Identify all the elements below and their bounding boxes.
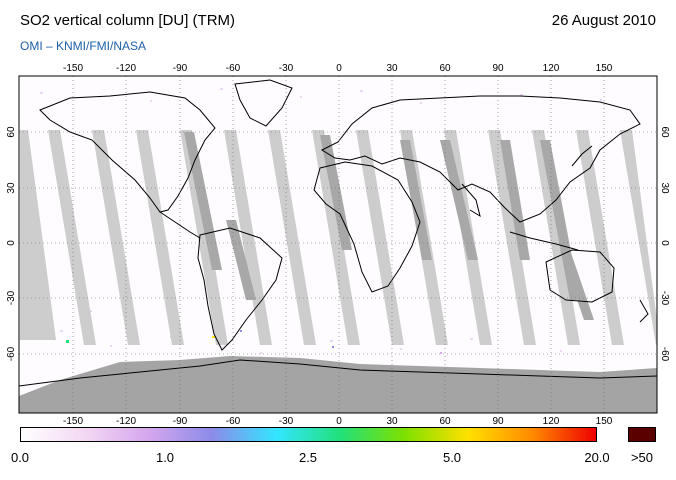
lon-tick-bottom: -60 bbox=[225, 416, 241, 427]
colorbar-label: 2.5 bbox=[298, 450, 318, 465]
lon-tick-top: 0 bbox=[336, 63, 342, 74]
map-date: 26 August 2010 bbox=[551, 12, 656, 29]
lon-tick-bottom: -90 bbox=[172, 416, 188, 427]
lon-tick-bottom: -30 bbox=[278, 416, 294, 427]
coast-north-america bbox=[39, 91, 216, 213]
coast-new-zealand bbox=[639, 299, 649, 323]
coast-africa bbox=[313, 161, 421, 293]
coast-japan bbox=[571, 145, 593, 167]
lon-tick-top: -60 bbox=[225, 63, 241, 74]
coast-australia bbox=[545, 249, 615, 303]
lon-tick-bottom: 30 bbox=[386, 416, 398, 427]
lon-tick-bottom: 90 bbox=[492, 416, 504, 427]
coast-indonesia bbox=[509, 231, 579, 251]
colorbar-label: 1.0 bbox=[155, 450, 175, 465]
map-frame bbox=[18, 75, 658, 414]
lon-tick-bottom: -150 bbox=[62, 416, 84, 427]
swath-gaps bbox=[20, 130, 657, 345]
coast-antarctica bbox=[19, 359, 657, 387]
lon-tick-top: -30 bbox=[278, 63, 294, 74]
colorbar-label: 0.0 bbox=[10, 450, 30, 465]
so2-map bbox=[18, 75, 658, 414]
colorbar-label: 20.0 bbox=[584, 450, 610, 465]
lon-tick-top: 90 bbox=[492, 63, 504, 74]
coast-greenland bbox=[234, 79, 293, 127]
polar-night-region bbox=[19, 356, 657, 413]
lon-tick-top: -90 bbox=[172, 63, 188, 74]
coast-central-america bbox=[159, 211, 201, 239]
graticule bbox=[19, 76, 657, 413]
colorbar-over-label: >50 bbox=[630, 450, 654, 465]
lon-tick-bottom: 0 bbox=[336, 416, 342, 427]
colorbar-label: 5.0 bbox=[442, 450, 462, 465]
colorbar-over-swatch bbox=[628, 427, 656, 442]
map-title: SO2 vertical column [DU] (TRM) bbox=[20, 12, 236, 29]
lon-tick-top: -120 bbox=[115, 63, 137, 74]
lon-tick-top: 30 bbox=[386, 63, 398, 74]
coast-south-america bbox=[197, 227, 283, 351]
lon-tick-bottom: 150 bbox=[595, 416, 613, 427]
coast-india bbox=[461, 183, 481, 218]
data-credit: OMI – KNMI/FMI/NASA bbox=[20, 39, 147, 53]
coast-europe-asia bbox=[320, 95, 641, 223]
lon-tick-top: 120 bbox=[542, 63, 560, 74]
lon-tick-bottom: -120 bbox=[115, 416, 137, 427]
lon-tick-top: -150 bbox=[62, 63, 84, 74]
lon-tick-top: 150 bbox=[595, 63, 613, 74]
lon-tick-bottom: 60 bbox=[439, 416, 451, 427]
colorbar bbox=[20, 427, 597, 442]
lon-tick-bottom: 120 bbox=[542, 416, 560, 427]
coastlines bbox=[19, 79, 657, 387]
swath-overlaps bbox=[184, 132, 594, 320]
lon-tick-top: 60 bbox=[439, 63, 451, 74]
